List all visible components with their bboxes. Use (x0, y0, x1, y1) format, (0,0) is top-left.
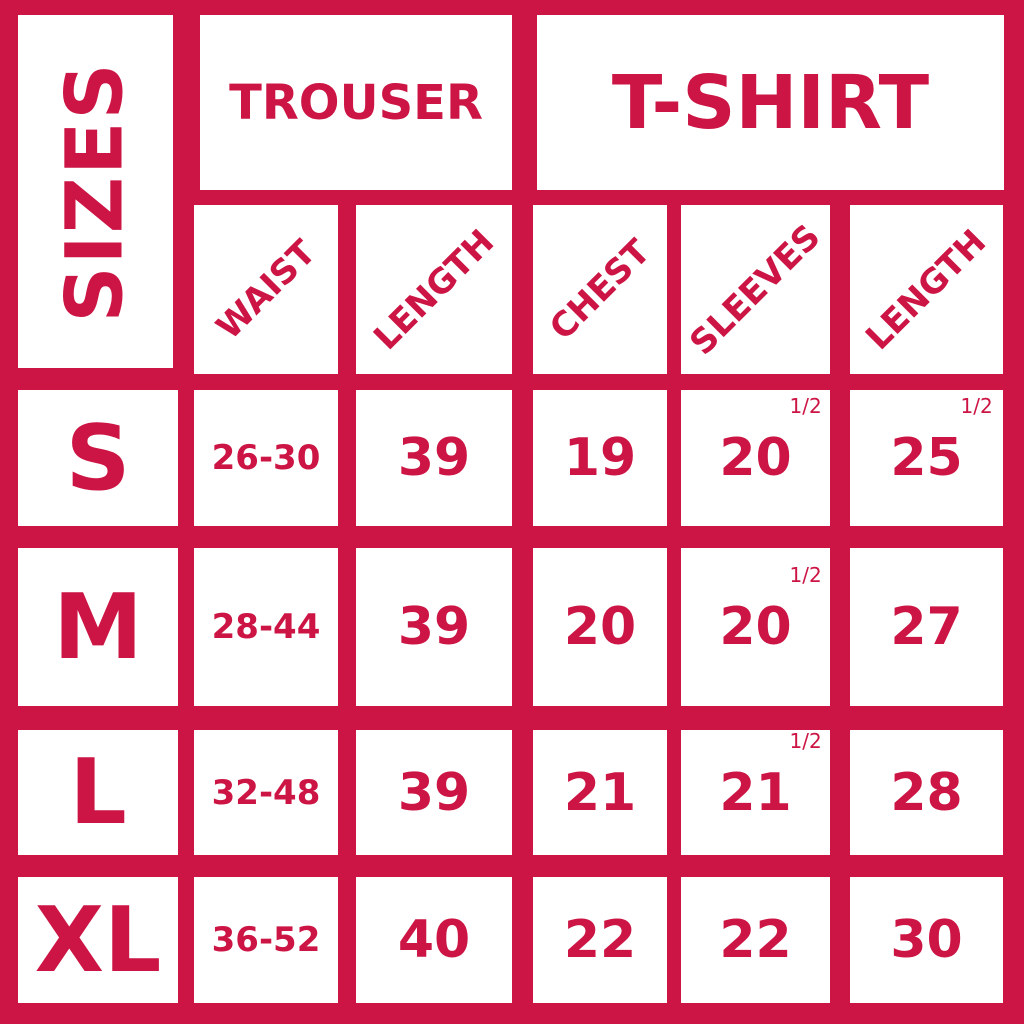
cell-value: 21 1/2 (719, 728, 822, 823)
waist-cell: 28-44 (194, 548, 338, 706)
cell-value: 20 1/2 (719, 563, 822, 657)
chest-cell: 20 (533, 548, 667, 706)
column-label: SLEEVES (682, 216, 829, 363)
cell-value: XL (34, 887, 162, 993)
column-label: CHEST (541, 231, 659, 348)
waist-cell: 32-48 (194, 730, 338, 855)
size-label: S (18, 390, 178, 526)
column-header-trouser-length: LENGTH (356, 205, 512, 374)
cell-value: 32-48 (211, 772, 321, 813)
cell-value: 39 (397, 428, 471, 488)
cell-value: 39 (397, 762, 471, 823)
cell-value: 26-30 (211, 438, 321, 478)
cell-value: 22 (563, 910, 637, 970)
column-header-chest: CHEST (533, 205, 667, 374)
size-label: L (18, 730, 178, 855)
cell-value: 20 1/2 (719, 394, 822, 488)
cell-value: 28-44 (211, 607, 321, 647)
cell-value: 40 (397, 910, 471, 970)
column-label: LENGTH (858, 221, 995, 358)
fraction-label: 1/2 (789, 394, 822, 418)
cell-value: 28 (890, 762, 963, 823)
fraction-label: 1/2 (789, 728, 822, 753)
fraction-label: 1/2 (960, 394, 993, 418)
cell-value: 20 (563, 597, 637, 657)
trouser-length-cell: 39 (356, 390, 512, 526)
fraction-label: 1/2 (789, 563, 822, 587)
sleeves-cell: 20 1/2 (681, 548, 830, 706)
cell-value: 25 1/2 (890, 394, 993, 488)
chest-cell: 19 (533, 390, 667, 526)
cell-value: 19 (563, 428, 637, 488)
trouser-length-cell: 40 (356, 877, 512, 1003)
cell-value: S (65, 405, 131, 511)
sleeves-cell: 22 (681, 877, 830, 1003)
trouser-length-cell: 39 (356, 730, 512, 855)
column-header-tshirt-length: LENGTH (850, 205, 1003, 374)
tshirt-title: T-SHIRT (611, 59, 930, 146)
chest-cell: 22 (533, 877, 667, 1003)
column-header-waist: WAIST (194, 205, 338, 374)
cell-value: 36-52 (211, 920, 321, 960)
size-label: M (18, 548, 178, 706)
column-label: WAIST (208, 232, 324, 347)
tshirt-length-cell: 25 1/2 (850, 390, 1003, 526)
waist-cell: 26-30 (194, 390, 338, 526)
chest-cell: 21 (533, 730, 667, 855)
sizes-title: SIZES (50, 60, 141, 323)
cell-value: M (53, 574, 143, 680)
cell-value: 22 (719, 910, 792, 970)
cell-value: 30 (890, 910, 963, 970)
cell-value: 21 (563, 762, 637, 823)
trouser-title: TROUSER (229, 74, 483, 131)
cell-value: 27 (890, 597, 963, 657)
column-label: LENGTH (366, 221, 502, 358)
size-label: XL (18, 877, 178, 1003)
tshirt-length-cell: 30 (850, 877, 1003, 1003)
trouser-length-cell: 39 (356, 548, 512, 706)
trouser-header: TROUSER (200, 15, 512, 190)
cell-value: L (69, 740, 127, 845)
cell-value: 39 (397, 597, 471, 657)
sleeves-cell: 21 1/2 (681, 728, 830, 855)
tshirt-length-cell: 27 (850, 548, 1003, 706)
tshirt-length-cell: 28 (850, 730, 1003, 855)
tshirt-header: T-SHIRT (537, 15, 1004, 190)
column-header-sleeves: SLEEVES (681, 205, 830, 374)
sleeves-cell: 20 1/2 (681, 390, 830, 526)
sizes-header: SIZES (18, 15, 173, 368)
waist-cell: 36-52 (194, 877, 338, 1003)
